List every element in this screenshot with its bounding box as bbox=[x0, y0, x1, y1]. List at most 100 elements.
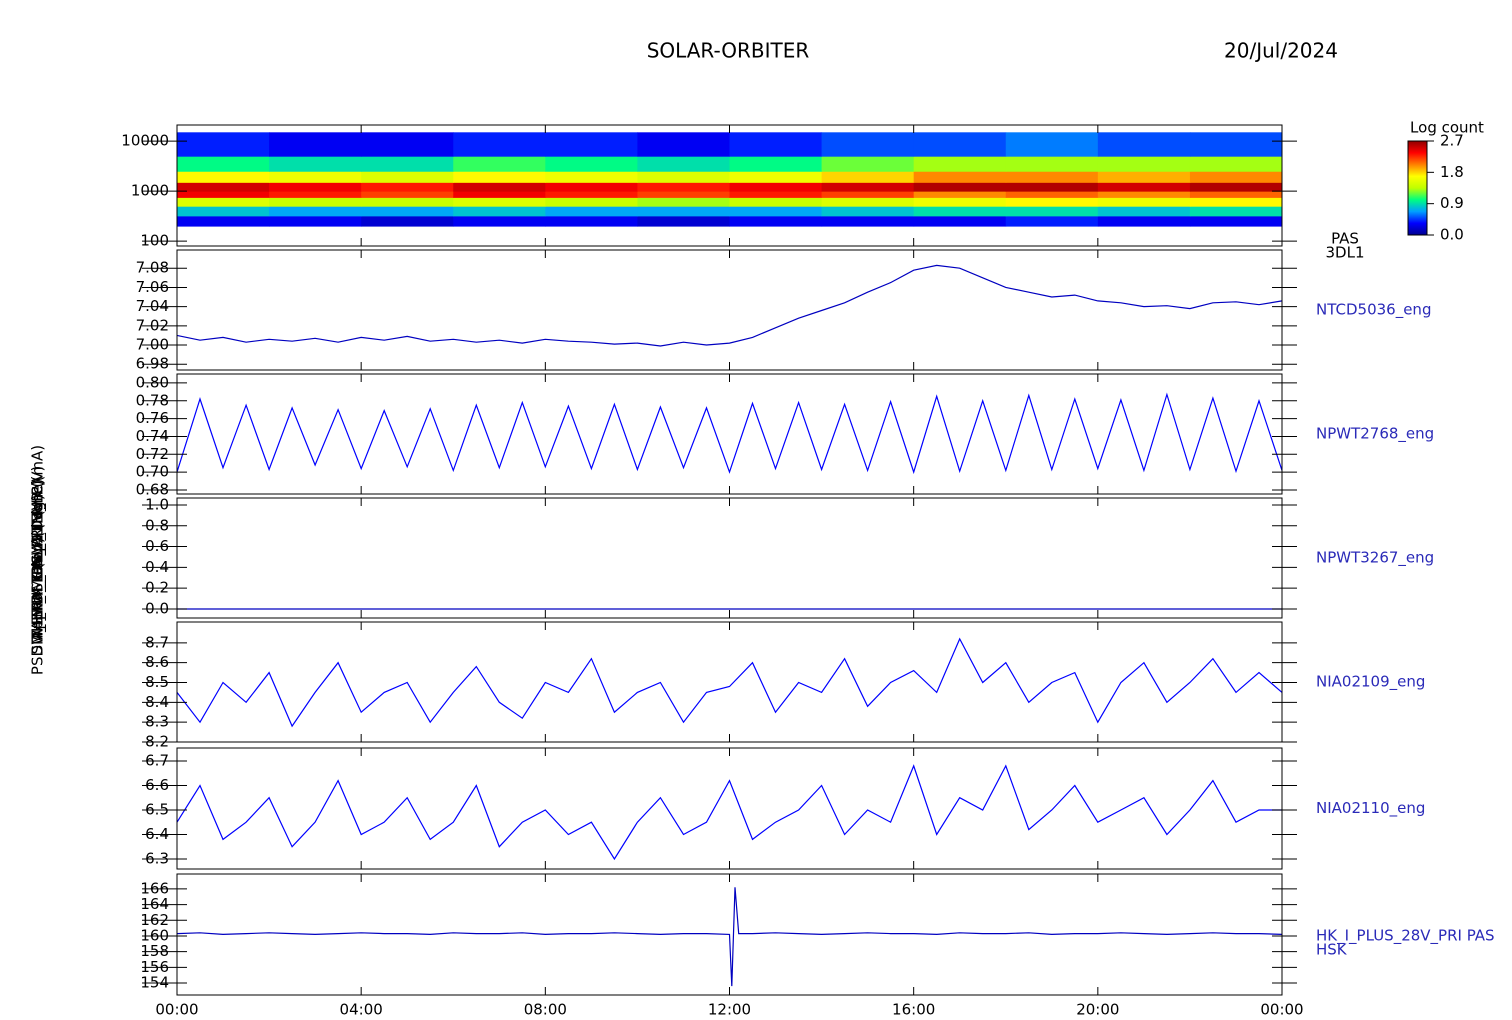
y-axis-title: THERM_CAL_1 (None) bbox=[29, 479, 48, 643]
heatmap-cell bbox=[729, 156, 823, 172]
heatmap-cell bbox=[1005, 132, 1099, 157]
x-tick-label: 12:00 bbox=[708, 1001, 751, 1019]
legend-entry: NTCD5036_eng bbox=[1316, 301, 1431, 320]
y-tick-label: 1.0 bbox=[145, 495, 169, 513]
heatmap-cell bbox=[1005, 156, 1099, 172]
heatmap-cell bbox=[821, 171, 915, 183]
heatmap-cell bbox=[269, 197, 362, 207]
panel-label: HK_I_PLUS_28V_PRI PAS bbox=[1316, 927, 1495, 946]
heatmap-cell bbox=[1005, 171, 1099, 183]
heatmap-cell bbox=[821, 191, 915, 198]
y-axis-title: SWA_TDS_ALT (V) bbox=[29, 494, 48, 625]
legend-entry: NPWT2768_eng bbox=[1316, 425, 1434, 444]
heatmap-cell bbox=[269, 171, 362, 183]
heatmap-cell bbox=[545, 156, 638, 172]
colorbar-title: Log count bbox=[1410, 119, 1484, 137]
heatmap-cell bbox=[545, 132, 638, 157]
x-tick-label: 04:00 bbox=[340, 1001, 383, 1019]
panel-frame bbox=[176, 747, 1283, 870]
heatmap-cell bbox=[1097, 191, 1191, 198]
heatmap-cell bbox=[545, 171, 638, 183]
heatmap-cell bbox=[913, 182, 1007, 192]
panel-frame bbox=[176, 373, 1283, 495]
colorbar-tick-label: 2.7 bbox=[1440, 132, 1464, 150]
heatmap-cell bbox=[545, 182, 638, 192]
heatmap-cell bbox=[1189, 206, 1283, 217]
heatmap-cell bbox=[177, 206, 270, 217]
heatmap-cell bbox=[361, 206, 454, 217]
colorbar-tick-label: 0.9 bbox=[1440, 194, 1464, 212]
heatmap-cell bbox=[545, 197, 638, 207]
heatmap-cell bbox=[1005, 182, 1099, 192]
heatmap-cell bbox=[269, 191, 362, 198]
heatmap-cell bbox=[1097, 182, 1191, 192]
heatmap-cell bbox=[637, 191, 730, 198]
heatmap-cell bbox=[913, 191, 1007, 198]
heatmap-cell bbox=[361, 182, 454, 192]
heatmap-cell bbox=[1189, 197, 1283, 207]
heatmap-cell bbox=[361, 132, 454, 157]
panel-label: PAS bbox=[1331, 230, 1359, 248]
line bbox=[176, 764, 1282, 861]
heatmap-cell bbox=[177, 191, 270, 198]
line bbox=[176, 887, 1283, 987]
heatmap-cell bbox=[1005, 206, 1099, 217]
heatmap-cell bbox=[821, 206, 915, 217]
heatmap-cell bbox=[821, 182, 915, 192]
y-axis-title: SWA_TDS_RSW_TEMP (V) bbox=[29, 466, 48, 655]
heatmap-cell bbox=[913, 171, 1007, 183]
line bbox=[176, 264, 1283, 347]
heatmap-cell bbox=[1097, 156, 1191, 172]
heatmap-cell bbox=[637, 197, 730, 207]
heatmap-cell bbox=[453, 197, 546, 207]
y-axis-title: E (eV) bbox=[29, 537, 47, 582]
heatmap-cell bbox=[913, 197, 1007, 207]
heatmap-cell bbox=[453, 171, 546, 183]
heatmap-cell bbox=[1097, 206, 1191, 217]
heatmap-cell bbox=[913, 156, 1007, 172]
heatmap-cell bbox=[545, 206, 638, 217]
panel-frame bbox=[176, 249, 1283, 371]
heatmap-cell bbox=[637, 206, 730, 217]
heatmap-cell bbox=[545, 215, 638, 227]
heatmap-cell bbox=[729, 206, 823, 217]
x-tick-label: 08:00 bbox=[524, 1001, 567, 1019]
heatmap-cell bbox=[637, 182, 730, 192]
heatmap-cell bbox=[177, 171, 270, 183]
heatmap-cell bbox=[453, 191, 546, 198]
heatmap-cell bbox=[1189, 191, 1283, 198]
heatmap-cell bbox=[177, 182, 270, 192]
heatmap-cell bbox=[177, 132, 270, 157]
colorbar-tick-label: 0.0 bbox=[1440, 226, 1464, 244]
heatmap-cell bbox=[361, 156, 454, 172]
heatmap-cell bbox=[821, 156, 915, 172]
heatmap-cell bbox=[453, 132, 546, 157]
heatmap-cell bbox=[269, 215, 362, 227]
panel-frame bbox=[176, 621, 1283, 743]
heatmap-cell bbox=[637, 132, 730, 157]
panel-label: 3DL1 bbox=[1326, 244, 1365, 262]
heatmap-cell bbox=[1189, 171, 1283, 183]
heatmap-cell bbox=[637, 171, 730, 183]
heatmap-cell bbox=[453, 215, 546, 227]
y-axis-title: THERM_CAL_2 (None) bbox=[29, 479, 48, 643]
heatmap-cell bbox=[453, 182, 546, 192]
heatmap-cell bbox=[1189, 215, 1283, 227]
heatmap-cell bbox=[913, 215, 1007, 227]
heatmap-cell bbox=[177, 197, 270, 207]
x-tick-label: 20:00 bbox=[1076, 1001, 1119, 1019]
x-tick-label: 16:00 bbox=[892, 1001, 935, 1019]
legend-entry: NPWT3267_eng bbox=[1316, 549, 1434, 568]
heatmap-cell bbox=[1097, 171, 1191, 183]
heatmap-cell bbox=[913, 132, 1007, 157]
heatmap-cell bbox=[637, 215, 730, 227]
heatmap-cell bbox=[1189, 132, 1283, 157]
colorbar bbox=[1407, 140, 1428, 236]
heatmap-cell bbox=[269, 132, 362, 157]
panel-frame bbox=[176, 497, 1283, 619]
heatmap-cell bbox=[1097, 197, 1191, 207]
heatmap-cell bbox=[821, 197, 915, 207]
heatmap-cell bbox=[361, 171, 454, 183]
heatmap-cell bbox=[821, 132, 915, 157]
